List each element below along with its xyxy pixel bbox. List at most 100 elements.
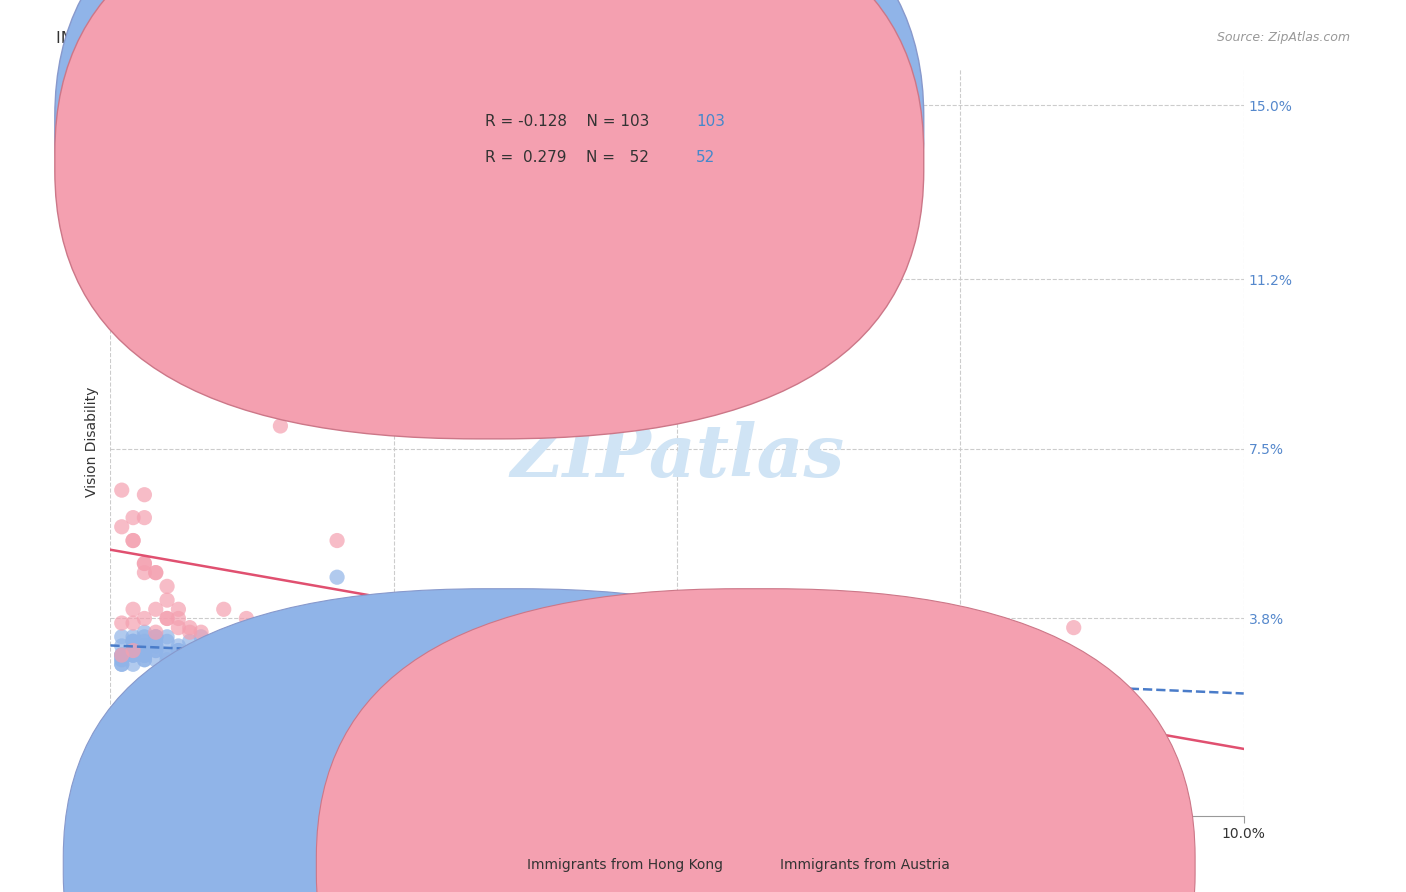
Point [382,634,405,648]
Point [609,648,631,662]
Point [134,625,156,640]
Point [212,648,235,662]
Point [349,630,371,644]
Point [134,634,156,648]
Point [122,634,145,648]
Point [122,643,145,657]
Point [723,657,745,672]
Point [122,602,145,616]
Point [167,602,190,616]
Point [246,643,269,657]
Point [156,648,179,662]
Point [122,533,145,548]
Point [134,653,156,667]
Point [179,625,201,640]
Point [111,630,134,644]
Point [235,648,257,662]
Text: IMMIGRANTS FROM HONG KONG VS IMMIGRANTS FROM AUSTRIA VISION DISABILITY CORRELATI: IMMIGRANTS FROM HONG KONG VS IMMIGRANTS … [56,31,910,46]
Point [134,557,156,571]
Point [983,653,1005,667]
Point [326,570,349,584]
Point [382,643,405,657]
Point [416,639,439,653]
Point [122,533,145,548]
Point [111,653,134,667]
Point [156,634,179,648]
Point [235,639,257,653]
Point [111,657,134,672]
Point [575,643,598,657]
Point [779,643,801,657]
Point [156,611,179,625]
Text: R = -0.128    N = 103: R = -0.128 N = 103 [485,114,650,129]
Point [156,653,179,667]
Point [134,639,156,653]
Point [145,643,167,657]
Text: Immigrants from Austria: Immigrants from Austria [780,858,950,872]
Point [111,653,134,667]
Point [145,566,167,580]
Point [949,657,972,672]
Point [179,648,201,662]
Point [134,291,156,305]
Point [813,648,835,662]
Point [474,648,496,662]
Text: R =  0.279    N =   52: R = 0.279 N = 52 [485,150,650,165]
Point [134,630,156,644]
Point [122,648,145,662]
Point [689,648,711,662]
Point [145,634,167,648]
Point [134,639,156,653]
Point [666,657,689,672]
Point [122,643,145,657]
Point [111,657,134,672]
Point [145,625,167,640]
Point [1063,621,1085,635]
Point [212,634,235,648]
Point [326,643,349,657]
Point [167,643,190,657]
Point [609,634,631,648]
Point [122,634,145,648]
Point [201,653,224,667]
Point [190,630,212,644]
Point [145,630,167,644]
Point [439,643,461,657]
Y-axis label: Vision Disability: Vision Disability [86,387,100,497]
Point [111,520,134,534]
Point [134,611,156,625]
Point [530,648,553,662]
Point [212,359,235,374]
Point [167,611,190,625]
Point [382,593,405,607]
Point [179,621,201,635]
Point [1005,855,1028,869]
Point [145,643,167,657]
Point [167,639,190,653]
Point [111,639,134,653]
Point [235,611,257,625]
Point [134,639,156,653]
Point [870,657,893,672]
Point [122,259,145,273]
Point [156,648,179,662]
Point [111,483,134,497]
Point [496,643,519,657]
Point [439,648,461,662]
Point [167,621,190,635]
Point [122,643,145,657]
Point [145,639,167,653]
Point [292,653,315,667]
Point [269,625,291,640]
Point [496,657,519,672]
Point [111,648,134,662]
Point [190,313,212,327]
Point [145,630,167,644]
Point [122,643,145,657]
Point [134,648,156,662]
Point [111,648,134,662]
Point [134,648,156,662]
Point [553,657,575,672]
Point [122,648,145,662]
Point [304,630,326,644]
